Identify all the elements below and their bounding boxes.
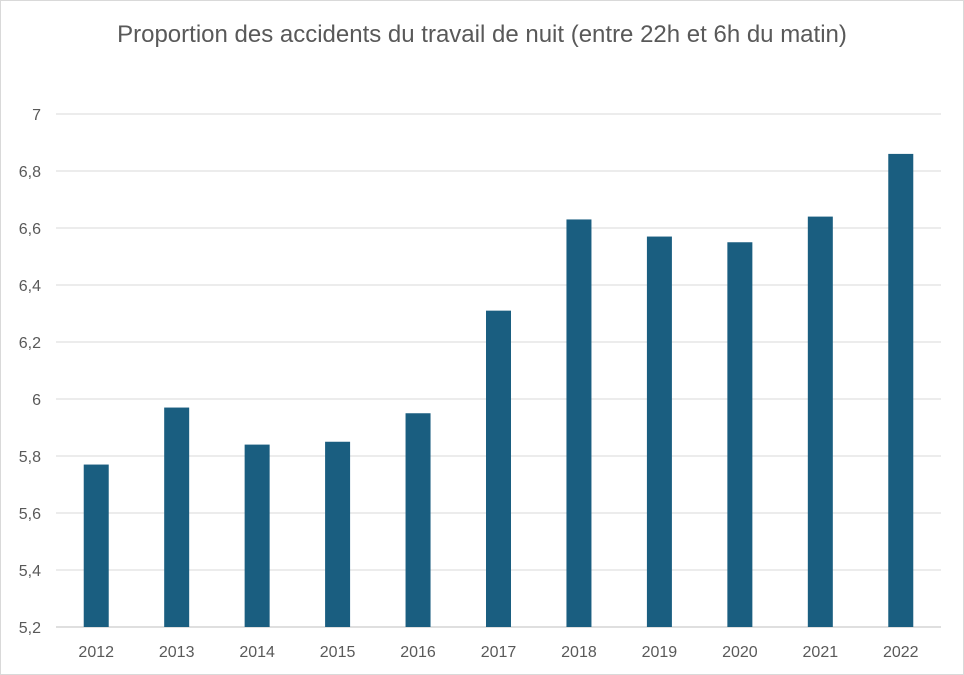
bar-2014 xyxy=(244,444,270,627)
x-tick-label: 2015 xyxy=(320,644,356,661)
x-axis-ticks: 2012 2013 2014 2015 2016 2017 2018 2019 2020 2021… xyxy=(78,644,918,661)
y-tick-label: 6,8 xyxy=(19,164,41,181)
y-tick-label: 6,4 xyxy=(19,278,41,295)
y-tick-label: 6,6 xyxy=(19,221,41,238)
bar-2015 xyxy=(325,441,351,627)
x-tick-label: 2013 xyxy=(159,644,195,661)
bar-2016 xyxy=(405,413,431,627)
bar-2018 xyxy=(566,219,592,627)
bar-2017 xyxy=(486,310,511,627)
x-tick-label: 2016 xyxy=(400,644,436,661)
x-tick-label: 2014 xyxy=(239,644,275,661)
x-tick-label: 2022 xyxy=(883,644,919,661)
y-axis-ticks: 5,2 5,4 5,6 5,8 6 6,2 6,4 6,6 6,8 7 xyxy=(19,107,41,637)
x-tick-label: 2019 xyxy=(642,644,678,661)
bar-2012 xyxy=(83,464,109,627)
x-tick-label: 2021 xyxy=(803,644,839,661)
x-tick-label: 2018 xyxy=(561,644,597,661)
bar-2019 xyxy=(646,236,672,628)
y-tick-label: 5,4 xyxy=(19,563,41,580)
y-tick-label: 5,8 xyxy=(19,449,41,466)
x-tick-label: 2017 xyxy=(481,644,517,661)
y-tick-label: 6,2 xyxy=(19,335,41,352)
bar-2013 xyxy=(164,407,190,627)
y-tick-label: 7 xyxy=(32,107,41,124)
x-tick-label: 2012 xyxy=(78,644,114,661)
y-tick-label: 6 xyxy=(32,392,41,409)
chart-title: Proportion des accidents du travail de n… xyxy=(117,21,847,48)
bar-2020 xyxy=(727,242,753,627)
bar-2021 xyxy=(807,216,833,627)
bar-2022 xyxy=(888,153,914,627)
bars xyxy=(83,153,914,628)
y-tick-label: 5,2 xyxy=(19,620,41,637)
y-tick-label: 5,6 xyxy=(19,506,41,523)
x-tick-label: 2020 xyxy=(722,644,758,661)
